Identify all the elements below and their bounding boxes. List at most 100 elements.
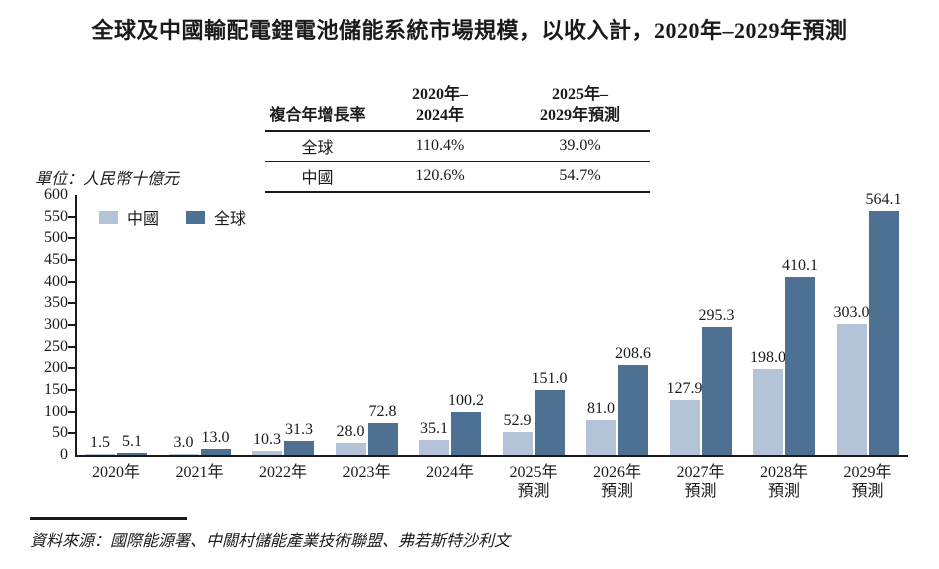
bar-value-label: 10.3 [253,430,281,448]
y-axis-tick-label: 350 [44,294,68,312]
bar-value-label: 5.1 [122,432,142,450]
x-axis-label: 2020年 [91,464,140,481]
bar-global-2028年 [785,277,815,455]
x-axis-label: 2022年 [258,464,307,481]
bar-china-2020年 [85,454,115,455]
bar-value-label: 295.3 [698,307,735,325]
y-axis-tick-label: 50 [52,424,68,442]
y-axis-tick-label: 200 [44,359,68,377]
cagr-header-period1: 2020年– 2024年 [411,86,468,124]
page-title: 全球及中國輸配電鋰電池儲能系統市場規模，以收入計，2020年–2029年預測 [91,18,848,43]
y-axis-tick [68,215,75,218]
bar-value-label: 127.9 [666,379,703,397]
y-axis-tick-label: 100 [44,402,68,420]
bar-china-2029年 [836,323,867,455]
bar-global-2020年 [117,452,147,455]
bar-value-label: 13.0 [201,429,230,447]
bar-value-label: 198.0 [750,349,786,367]
bar-value-label: 72.8 [368,403,397,421]
cagr-row-global: 全球 110.4% 39.0% [265,132,650,162]
x-axis-label: 2024年 [425,464,474,481]
bar-value-label: 410.1 [782,257,818,275]
bar-value-label: 81.0 [587,399,615,417]
y-axis-tick [68,302,75,305]
bar-global-2026年 [618,364,648,455]
bar-value-label: 28.0 [336,422,365,440]
bar-value-label: 151.0 [531,369,568,387]
legend-label-china: 中國 [127,211,160,228]
bar-global-2022年 [284,441,314,455]
bar-china-2028年 [753,369,783,455]
cagr-header-metric: 複合年增長率 [269,107,366,124]
cagr-value: 39.0% [559,137,601,154]
y-axis-tick [68,280,75,283]
cagr-value: 120.6% [415,167,465,184]
legend-item-global: 全球 [186,205,246,229]
bar-global-2024年 [451,411,481,455]
legend-item-china: 中國 [99,205,159,229]
y-axis-tick [68,345,75,348]
legend-label-global: 全球 [214,211,247,228]
x-axis-label: 2021年 [175,464,224,481]
cagr-row-label: 全球 [301,140,334,157]
y-axis-tick-label: 550 [44,207,68,225]
bar-global-2025年 [534,389,565,455]
bar-value-label: 31.3 [285,421,313,439]
bar-global-2027年 [701,327,732,455]
y-axis-tick-label: 0 [60,446,68,463]
cagr-table-header: 複合年增長率 2020年– 2024年 2025年– 2029年預測 [265,84,650,132]
y-axis-tick-label: 250 [44,337,68,355]
x-axis-label: 2027年 預測 [676,464,725,500]
bar-china-2025年 [502,432,533,455]
bar-china-2024年 [419,439,449,455]
x-axis-label: 2025年 預測 [509,464,558,500]
y-axis-tick-label: 500 [44,229,68,247]
bar-value-label: 35.1 [420,419,448,437]
y-axis-tick-label: 300 [44,316,68,333]
y-axis-tick [68,324,75,326]
y-axis-tick [68,432,75,435]
cagr-table: 複合年增長率 2020年– 2024年 2025年– 2029年預測 全球 11… [265,84,650,193]
cagr-header-period2: 2025年– 2029年預測 [539,86,620,124]
bar-china-2026年 [586,419,616,455]
bar-china-2021年 [168,453,199,455]
legend-swatch-china [99,210,118,224]
bar-value-label: 1.5 [90,434,110,451]
chart-plot-area: 中國 全球 [75,195,908,457]
x-axis-label: 2023年 [342,464,391,481]
bar-value-label: 52.9 [503,412,532,430]
y-axis-tick [68,410,75,413]
bar-value-label: 564.1 [865,190,902,208]
y-axis-tick-label: 600 [44,186,68,203]
chart-legend: 中國 全球 [99,205,246,229]
unit-label: 單位：人民幣十億元 [35,171,180,188]
y-axis-tick [68,389,75,391]
y-axis-tick-label: 400 [44,272,68,290]
bar-value-label: 3.0 [173,433,194,451]
y-axis-tick-label: 150 [44,381,68,398]
x-axis-label: 2026年 預測 [592,464,641,500]
cagr-row-china: 中國 120.6% 54.7% [265,162,650,193]
bar-value-label: 100.2 [448,391,484,409]
bar-china-2023年 [335,442,366,455]
bar-value-label: 208.6 [615,344,651,362]
y-axis-tick [68,237,75,240]
y-axis-tick [68,367,75,370]
bar-china-2027年 [669,399,700,455]
x-axis-label: 2028年 預測 [759,464,808,500]
cagr-row-label: 中國 [301,170,334,187]
bar-global-2029年 [868,210,899,455]
source-divider [30,517,187,520]
x-axis-label: 2029年 預測 [843,464,892,500]
cagr-value: 54.7% [559,167,601,184]
y-axis-tick [68,259,75,261]
source-note: 資料來源：國際能源署、中關村儲能產業技術聯盟、弗若斯特沙利文 [30,533,511,550]
bar-global-2021年 [200,449,231,455]
cagr-value: 110.4% [415,137,465,154]
bar-china-2022年 [252,450,282,455]
legend-swatch-global [186,210,206,224]
bar-global-2023年 [367,423,398,455]
bar-value-label: 303.0 [833,303,870,321]
y-axis-tick-label: 450 [44,251,68,268]
